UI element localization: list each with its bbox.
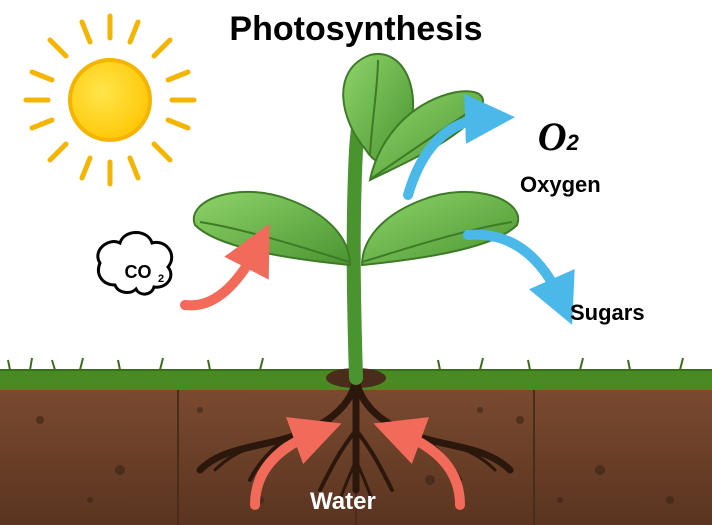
label-sugars: Sugars — [570, 300, 645, 326]
svg-text:2: 2 — [158, 273, 164, 285]
label-water: Water — [310, 488, 376, 516]
sun-icon — [26, 16, 194, 184]
svg-text:CO: CO — [125, 262, 152, 282]
diagram-svg: CO 2 — [0, 0, 712, 525]
diagram-stage: Photosynthesis — [0, 0, 712, 525]
label-oxygen: O2 Oxygen — [520, 95, 601, 234]
co2-bubble: CO 2 — [98, 233, 172, 295]
plant — [194, 54, 518, 378]
